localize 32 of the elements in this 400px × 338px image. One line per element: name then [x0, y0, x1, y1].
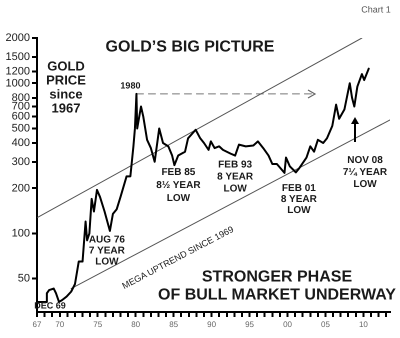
annotation: FEB 01 8 YEAR LOW — [280, 183, 318, 216]
y-tick-label: 1500 — [6, 50, 30, 63]
x-tick-label: 00 — [283, 320, 293, 330]
annotation: 1980 — [120, 80, 140, 90]
annotation: NOV 08 7¼ YEAR LOW — [342, 154, 388, 190]
y-tick-label: 200 — [12, 182, 30, 194]
x-tick-label: 75 — [93, 320, 103, 330]
annotation: STRONGER PHASE OF BULL MARKET UNDERWAY — [158, 268, 396, 304]
x-tick-label: 10 — [358, 320, 368, 330]
annotation: FEB 93 8 YEAR LOW — [217, 159, 254, 194]
y-tick-label: 500 — [12, 122, 30, 134]
x-tick-label: 95 — [245, 320, 255, 330]
chart-title: GOLD’S BIG PICTURE — [106, 38, 275, 56]
x-tick-label: 85 — [169, 320, 179, 330]
y-tick-label: 50 — [18, 272, 30, 285]
x-tick-label: 90 — [207, 320, 217, 330]
caption: Chart 1 — [361, 4, 391, 14]
y-tick-label: 1200 — [6, 65, 30, 78]
annotation: FEB 85 8½ YEAR LOW — [156, 166, 202, 204]
annotation: AUG 76 7 YEAR LOW — [88, 234, 126, 268]
y-tick-label: 300 — [12, 156, 30, 168]
x-tick-label: 67 — [32, 320, 42, 330]
y-tick-label: 2000 — [6, 32, 30, 44]
y-tick-label: 1000 — [6, 77, 30, 90]
x-tick-label: 05 — [321, 320, 330, 330]
y-tick-label: 600 — [12, 110, 30, 123]
x-tick-label: 70 — [55, 320, 65, 330]
annotation: GOLD PRICE since 1967 — [46, 58, 86, 116]
y-tick-label: 100 — [12, 227, 30, 240]
x-tick-label: 80 — [131, 320, 141, 330]
y-tick-label: 400 — [12, 137, 30, 150]
y-tick-label: 700 — [12, 100, 30, 113]
